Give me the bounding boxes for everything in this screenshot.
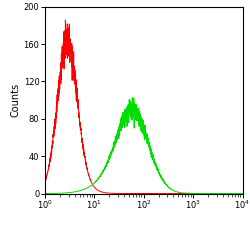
Y-axis label: Counts: Counts [11, 83, 21, 117]
